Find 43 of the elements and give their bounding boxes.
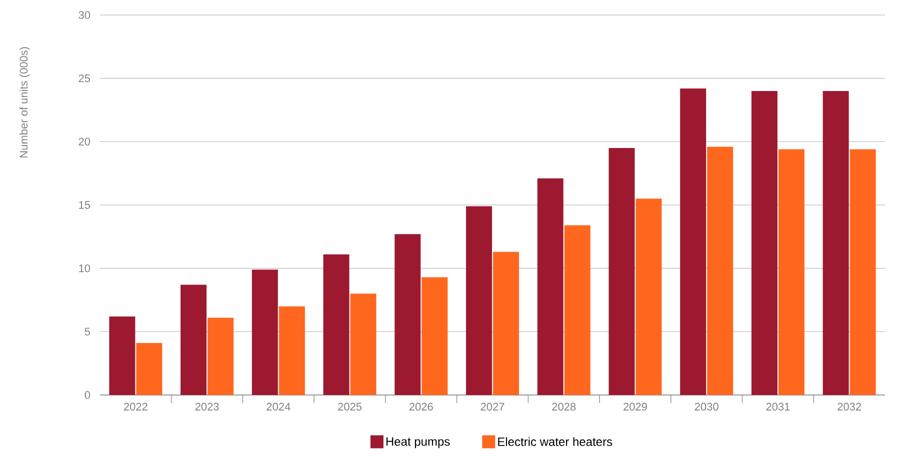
y-tick-label: 5 bbox=[84, 328, 90, 336]
x-tick-label: 2027 bbox=[480, 402, 504, 411]
y-tick-label: 15 bbox=[79, 201, 90, 209]
bar bbox=[109, 316, 136, 395]
bar bbox=[707, 146, 734, 395]
bar bbox=[208, 318, 234, 395]
x-tick-label: 2025 bbox=[338, 402, 362, 411]
bar bbox=[636, 198, 662, 395]
bar bbox=[180, 284, 207, 395]
x-tick-label: 2031 bbox=[766, 402, 790, 411]
legend-label: Electric water heaters bbox=[498, 437, 612, 446]
bar bbox=[537, 178, 564, 395]
legend-label: Heat pumps bbox=[386, 437, 450, 448]
x-tick-label: 2029 bbox=[624, 402, 647, 411]
bar bbox=[493, 252, 520, 395]
y-tick-label: 0 bbox=[84, 391, 90, 399]
bar bbox=[323, 254, 350, 395]
bar bbox=[608, 148, 635, 395]
x-tick-label: 2032 bbox=[838, 402, 861, 411]
bar bbox=[564, 225, 590, 395]
y-tick-label: 10 bbox=[79, 264, 90, 272]
bar bbox=[252, 270, 278, 395]
x-tick-label: 2028 bbox=[552, 402, 576, 411]
bar bbox=[350, 294, 376, 395]
y-axis-title: Number of units (000s) bbox=[20, 47, 30, 158]
bar bbox=[136, 343, 162, 395]
bar bbox=[822, 90, 849, 395]
y-tick-label: 30 bbox=[78, 11, 90, 19]
bar bbox=[850, 149, 876, 395]
x-tick-label: 2022 bbox=[124, 402, 148, 411]
bar bbox=[422, 277, 448, 395]
bar bbox=[751, 90, 778, 395]
bar bbox=[394, 234, 421, 395]
y-tick-label: 25 bbox=[78, 74, 90, 82]
x-tick-label: 2030 bbox=[694, 402, 718, 411]
x-tick-label: 2023 bbox=[195, 402, 219, 411]
y-tick-label: 20 bbox=[78, 138, 90, 146]
bar bbox=[466, 206, 492, 395]
x-tick-label: 2024 bbox=[266, 402, 290, 411]
x-tick-label: 2026 bbox=[409, 402, 433, 411]
bar bbox=[680, 88, 706, 395]
bar bbox=[278, 306, 305, 395]
bar bbox=[778, 149, 804, 395]
